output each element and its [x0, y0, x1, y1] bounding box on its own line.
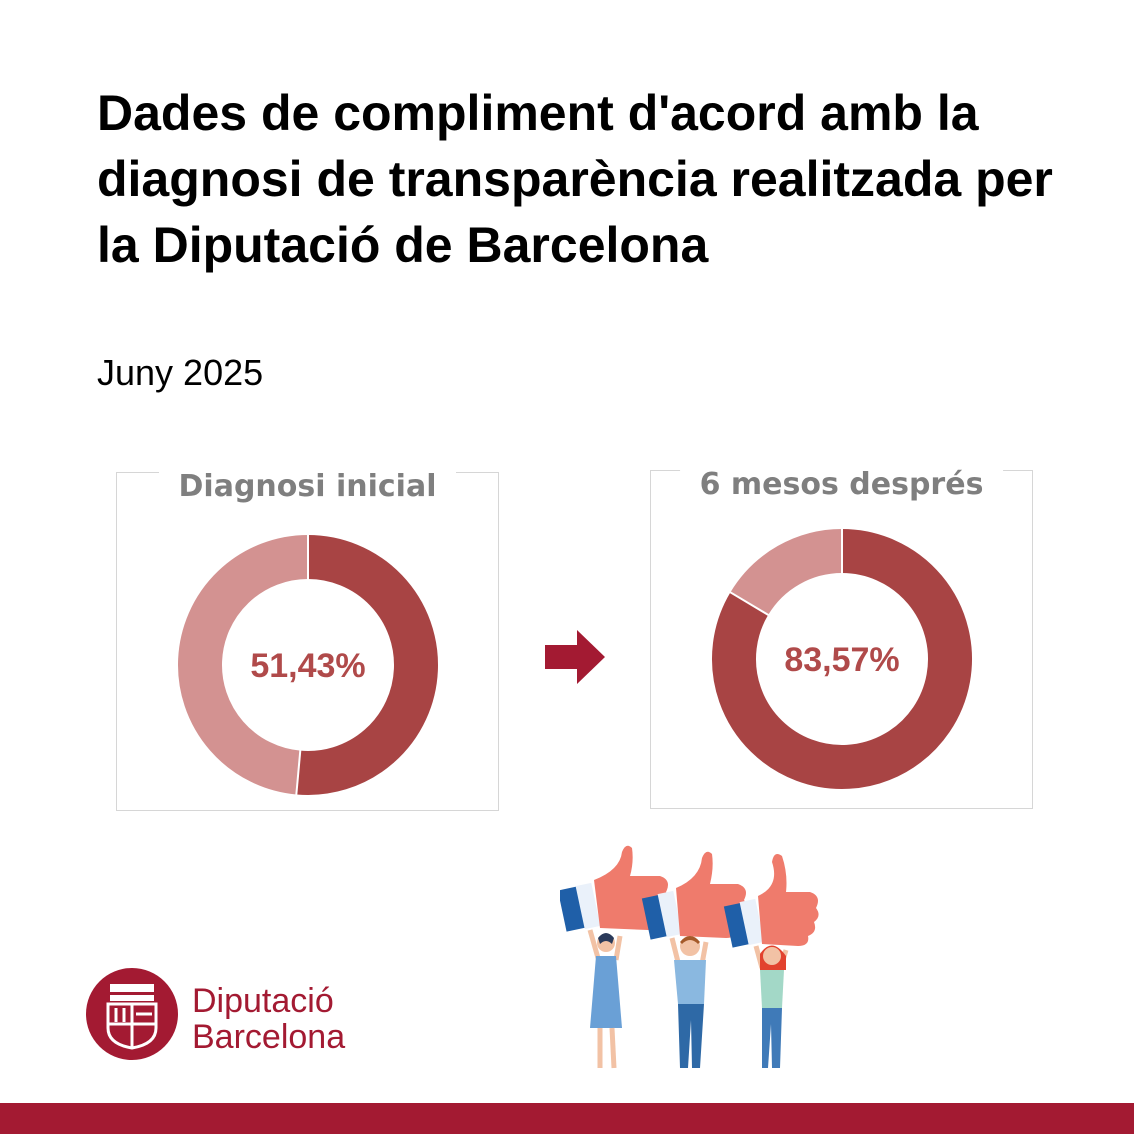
arrow-right-icon — [545, 630, 605, 684]
donut-center-label: 83,57% — [784, 641, 899, 679]
chart-title-initial: Diagnosi inicial — [158, 467, 457, 507]
brand-wordmark: Diputació Barcelona — [192, 983, 345, 1055]
person-woman-redhair-icon — [753, 945, 789, 1068]
donut-slice-compliant — [296, 535, 438, 795]
donut-chart-initial: 51,43% — [178, 534, 438, 796]
chart-panel-after: 83,57% 6 mesos després — [650, 465, 1033, 809]
diputacio-barcelona-emblem-icon — [86, 968, 178, 1060]
person-man-icon — [669, 936, 709, 1068]
donut-center-label: 51,43% — [250, 647, 365, 685]
donut-slice-separator — [295, 749, 302, 796]
thumbs-up-people-illustration — [560, 845, 819, 1069]
brand-wordmark-line1: Diputació — [192, 982, 334, 1020]
footer-bar — [0, 1103, 1134, 1134]
thumb-hand-icon — [723, 854, 819, 948]
brand-wordmark-line2: Barcelona — [192, 1018, 346, 1056]
donut-slice-compliant — [712, 529, 972, 789]
chart-title-after: 6 mesos després — [679, 465, 1004, 505]
donut-slice-remaining — [730, 529, 843, 616]
donut-chart-after: 83,57% — [712, 528, 972, 789]
donut-slice-remaining — [178, 535, 309, 795]
page-date: Juny 2025 — [97, 352, 264, 393]
page-title: Dades de compliment d'acord amb la diagn… — [97, 85, 1053, 273]
chart-panel-initial: 51,43% Diagnosi inicial — [116, 467, 499, 811]
donut-slice-separator — [729, 590, 770, 617]
person-woman-blue-icon — [587, 929, 623, 1069]
